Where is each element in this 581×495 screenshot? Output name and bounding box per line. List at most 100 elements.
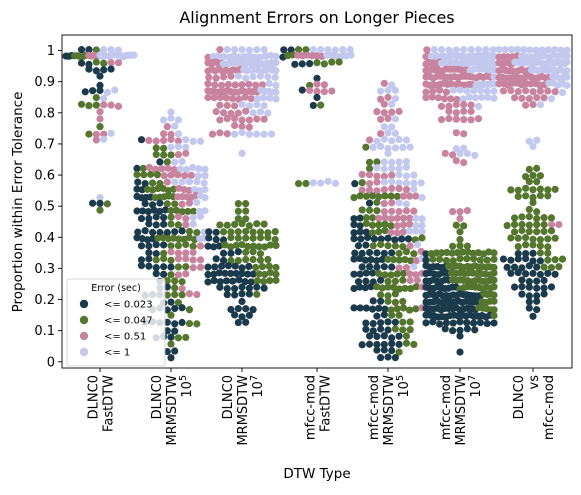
data-point xyxy=(401,255,409,264)
data-point xyxy=(367,283,375,291)
data-point xyxy=(160,270,168,278)
data-point xyxy=(238,122,246,131)
data-point xyxy=(490,80,498,88)
data-point xyxy=(467,116,475,124)
data-point xyxy=(234,200,242,208)
data-point xyxy=(190,207,198,215)
data-point xyxy=(182,263,190,271)
data-point xyxy=(260,220,268,228)
data-point xyxy=(483,319,491,328)
data-point xyxy=(536,172,544,180)
data-point xyxy=(377,353,385,362)
data-point xyxy=(384,129,392,137)
data-point xyxy=(92,58,100,66)
data-point xyxy=(302,46,310,54)
legend: Error (sec) <= 0.023 <= 0.047 <= 0.51 <= 1 xyxy=(66,278,166,367)
data-point xyxy=(393,270,401,278)
data-point xyxy=(266,269,274,277)
data-point xyxy=(471,94,480,102)
data-point xyxy=(364,233,372,242)
data-point xyxy=(442,256,450,265)
data-point xyxy=(164,164,172,172)
data-point xyxy=(231,121,239,130)
data-point xyxy=(402,136,411,144)
data-point xyxy=(536,236,544,244)
data-point xyxy=(223,284,231,293)
data-point xyxy=(145,220,153,228)
data-point xyxy=(249,242,257,250)
data-point xyxy=(103,200,111,208)
data-point xyxy=(196,256,205,264)
data-point xyxy=(234,228,242,236)
data-point xyxy=(551,46,559,54)
data-point xyxy=(377,325,385,333)
data-point xyxy=(381,227,389,235)
data-point xyxy=(253,95,262,103)
data-point xyxy=(440,95,449,103)
data-point xyxy=(380,135,388,143)
data-point xyxy=(220,53,228,61)
data-point xyxy=(442,88,450,96)
data-point xyxy=(378,255,386,264)
data-point xyxy=(260,277,268,286)
data-point xyxy=(544,256,552,264)
data-point xyxy=(373,137,381,145)
data-point xyxy=(388,100,396,108)
data-point xyxy=(522,233,530,242)
data-point xyxy=(381,305,389,313)
y-tick-label: 0.7 xyxy=(34,137,55,152)
data-point xyxy=(525,205,533,214)
data-point xyxy=(137,242,146,250)
data-point xyxy=(375,214,383,222)
data-point xyxy=(234,72,242,80)
data-point xyxy=(538,46,546,54)
data-point xyxy=(100,94,108,103)
data-point xyxy=(384,149,392,158)
data-point xyxy=(223,221,231,229)
data-point xyxy=(272,88,280,96)
data-point xyxy=(438,249,446,257)
data-point xyxy=(114,59,123,67)
data-point xyxy=(223,46,231,54)
data-point xyxy=(540,214,548,222)
data-point xyxy=(373,207,381,215)
x-tick-label: DLNC0 xyxy=(512,375,527,419)
data-point xyxy=(264,234,272,242)
data-point xyxy=(536,185,544,193)
data-point xyxy=(391,86,399,94)
data-point xyxy=(513,46,522,54)
data-point xyxy=(377,87,385,95)
data-point xyxy=(429,255,437,263)
data-point xyxy=(452,221,460,229)
data-point xyxy=(182,270,190,278)
data-point xyxy=(525,278,533,286)
data-point xyxy=(377,115,385,123)
data-point xyxy=(529,142,537,151)
data-point xyxy=(533,221,541,229)
data-point xyxy=(160,241,168,249)
data-point xyxy=(418,234,426,242)
x-tick-label-line: MRMSDTW xyxy=(382,375,397,446)
x-tick-label: mfcc-mod xyxy=(542,375,557,440)
data-point xyxy=(141,199,149,208)
data-point xyxy=(189,264,197,272)
data-point xyxy=(133,170,141,179)
data-point xyxy=(536,242,544,250)
data-point xyxy=(216,101,224,109)
data-point xyxy=(196,263,205,271)
x-tick-label: MRMSDTW xyxy=(165,375,180,446)
data-point xyxy=(402,207,411,215)
data-point xyxy=(208,130,217,138)
data-point xyxy=(242,234,250,242)
data-point xyxy=(406,143,414,151)
data-point xyxy=(377,297,385,305)
data-point xyxy=(445,107,453,115)
data-point xyxy=(412,305,420,313)
data-point xyxy=(467,46,475,54)
data-point xyxy=(522,192,530,200)
data-point xyxy=(399,143,407,152)
data-point xyxy=(178,318,186,327)
data-point xyxy=(205,228,213,236)
data-point xyxy=(210,94,218,102)
data-point xyxy=(434,94,442,102)
